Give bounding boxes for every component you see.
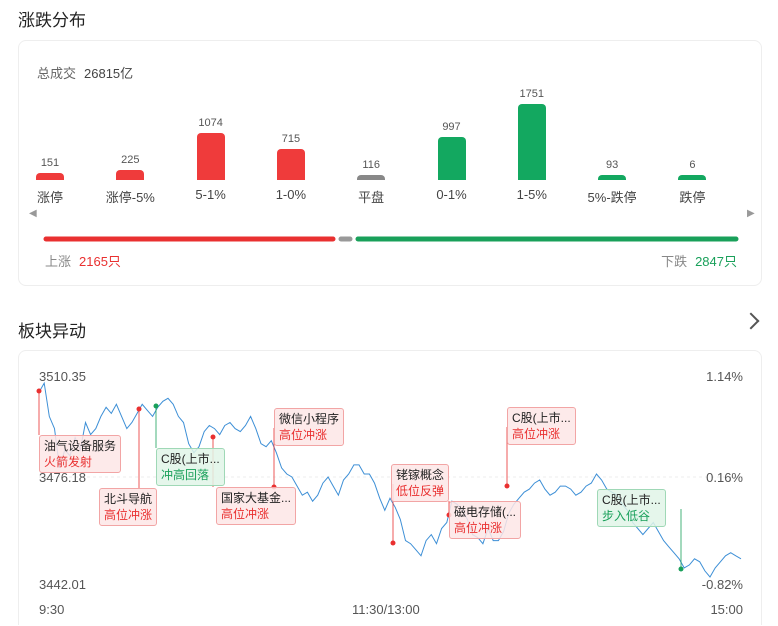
bar-2[interactable] [196,133,225,180]
down-summary: 下跌 2847只 [661,251,737,270]
annotation-dot-5 [390,540,396,546]
sector-tag-name: 北斗导航 [104,492,153,506]
annotation-dot-3 [210,434,216,440]
sector-title: 板块异动 [18,322,86,341]
bar-5[interactable] [437,136,466,180]
bar-7[interactable] [598,175,627,180]
down-label: 下跌 [661,254,688,269]
annotation-dot-0 [36,388,42,394]
y-right-tick-mid: 0.16% [706,470,743,485]
sector-tag-status: 高位冲涨 [104,508,153,522]
sector-tag-name: 油气设备服务 [44,439,117,453]
annotation-dot-2 [153,403,159,409]
y-right-tick-top: 1.14% [706,369,743,384]
sector-tag-7[interactable]: C股(上市... 高位冲涨 [507,407,576,445]
x-tick-open: 9:30 [39,602,65,617]
total-turnover-value: 26815亿 [84,66,134,81]
bar-value-8: 6 [689,159,696,171]
bar-8[interactable] [678,175,707,180]
distribution-card: 总成交 26815亿 151 涨停 225 涨停-5% 1074 5-1% 715 1-0% 11… [18,40,762,286]
y-right-tick-bottom: -0.82% [701,577,743,592]
bar-label-0: 涨停 [36,190,63,205]
up-label: 上涨 [45,254,72,269]
bar-label-2: 5-1% [195,187,226,202]
sector-tag-3[interactable]: 国家大基金... 高位冲涨 [216,487,297,525]
bar-label-8: 跌停 [679,190,706,205]
sector-tag-name: 磁电存储(... [454,505,516,519]
down-count: 2847只 [695,254,737,269]
annotation-dot-1 [136,406,142,412]
sector-tag-4[interactable]: 微信小程序 高位冲涨 [274,408,345,446]
y-left-tick-bottom: 3442.01 [39,577,86,592]
bar-value-0: 151 [40,157,60,170]
bar-value-7: 93 [605,159,619,171]
bar-1[interactable] [116,170,145,180]
sector-tag-name: C股(上市... [161,452,220,466]
sector-tag-name: C股(上市... [512,411,571,425]
index-line [38,381,742,578]
bar-label-7: 5%-跌停 [587,190,637,205]
sector-tag-status: 步入低谷 [602,509,651,523]
distribution-title: 涨跌分布 [18,11,86,30]
sector-tag-6[interactable]: 磁电存储(... 高位冲涨 [449,501,521,539]
bar-4[interactable] [357,174,386,180]
sector-tag-name: C股(上市... [602,493,661,507]
up-down-ratio-bar [43,236,739,242]
sector-tag-status: 高位冲涨 [279,428,328,442]
sector-tag-status: 火箭发射 [44,455,93,469]
sector-tag-1[interactable]: 北斗导航 高位冲涨 [99,488,158,526]
bar-label-4: 平盘 [358,190,385,205]
bar-value-2: 1074 [198,117,223,130]
scroll-left-icon[interactable]: ◀ [29,208,37,219]
bar-3[interactable] [276,148,305,180]
sector-card: 3510.35 3476.18 3442.01 1.14% 0.16% -0.8… [18,350,762,625]
chevron-right-icon[interactable] [742,312,760,330]
bar-value-3: 715 [281,132,301,145]
sector-tag-status: 高位冲涨 [221,507,270,521]
sector-tag-name: 铑镓概念 [396,468,445,482]
bar-0[interactable] [36,173,64,180]
total-turnover: 总成交 26815亿 [37,63,133,82]
sector-tag-5[interactable]: 铑镓概念 低位反弹 [391,464,450,502]
bar-6[interactable] [517,104,546,180]
sector-tag-status: 低位反弹 [396,484,445,498]
y-left-tick-top: 3510.35 [39,369,86,384]
sector-tag-status: 高位冲涨 [454,521,503,535]
up-summary: 上涨 2165只 [45,251,121,270]
sector-tag-0[interactable]: 油气设备服务 火箭发射 [39,435,122,473]
sector-tag-status: 冲高回落 [161,468,210,482]
bar-label-5: 0-1% [436,187,467,202]
sector-tag-name: 微信小程序 [279,412,340,426]
y-left-tick-mid: 3476.18 [39,470,86,485]
bar-label-1: 涨停-5% [105,190,155,205]
annotation-dot-7 [504,483,510,489]
scroll-right-icon[interactable]: ▶ [747,208,755,219]
up-count: 2165只 [79,254,121,269]
annotation-dot-8 [678,566,684,572]
sector-tag-2[interactable]: C股(上市... 冲高回落 [156,448,225,486]
bar-value-6: 1751 [519,88,545,100]
sector-tag-8[interactable]: C股(上市... 步入低谷 [597,489,666,527]
x-tick-close: 15:00 [710,602,743,617]
bar-value-4: 116 [362,158,380,171]
bar-value-5: 997 [442,120,461,133]
sector-tag-status: 高位冲涨 [512,427,561,441]
bar-label-6: 1-5% [516,187,547,202]
x-tick-noon: 11:30/13:00 [352,602,420,617]
sector-tag-name: 国家大基金... [221,491,292,505]
bar-value-1: 225 [121,154,140,167]
total-turnover-label: 总成交 [37,66,77,81]
bar-label-3: 1-0% [275,187,307,202]
